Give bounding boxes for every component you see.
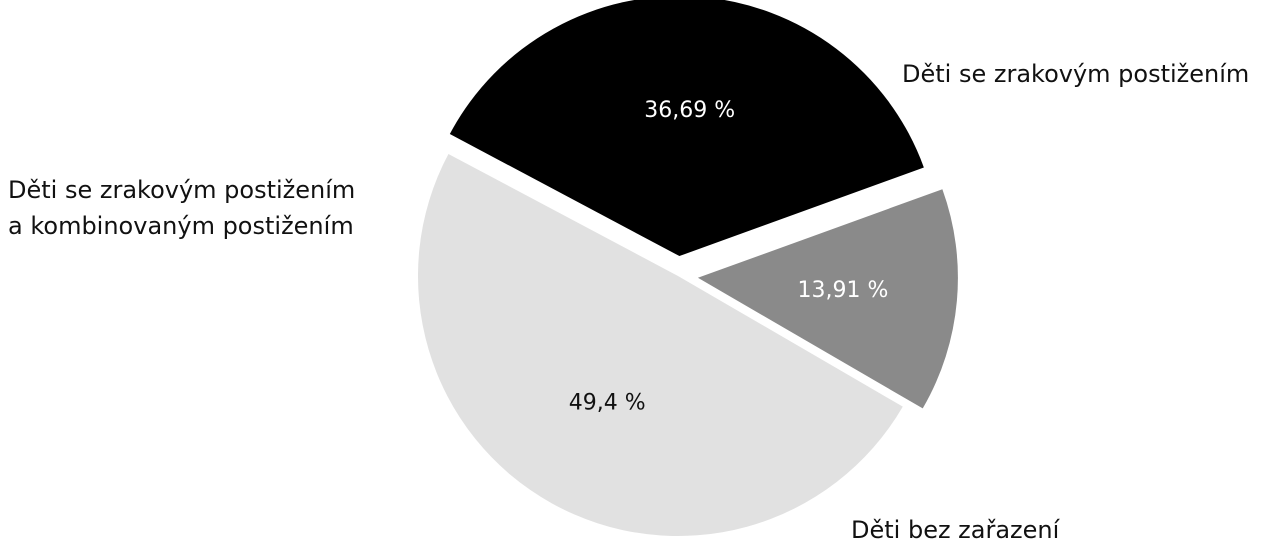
category-label-vision: Děti se zrakovým postižením <box>902 60 1250 88</box>
category-label-combined-line1: Děti se zrakovým postižením <box>8 176 356 204</box>
pie-slice-combined <box>417 153 903 537</box>
slice-value-unassigned: 13,91 % <box>797 278 888 303</box>
slice-value-vision: 36,69 % <box>644 98 735 123</box>
category-label-unassigned: Děti bez zařazení <box>851 516 1060 544</box>
pie-slice-vision <box>449 0 924 257</box>
category-label-combined-line2: a kombinovaným postižením <box>8 212 354 240</box>
pie-slice-unassigned <box>697 189 958 409</box>
slice-value-combined: 49,4 % <box>569 390 646 415</box>
category-label-combined: Děti se zrakovým postižením a kombinovan… <box>8 172 355 244</box>
